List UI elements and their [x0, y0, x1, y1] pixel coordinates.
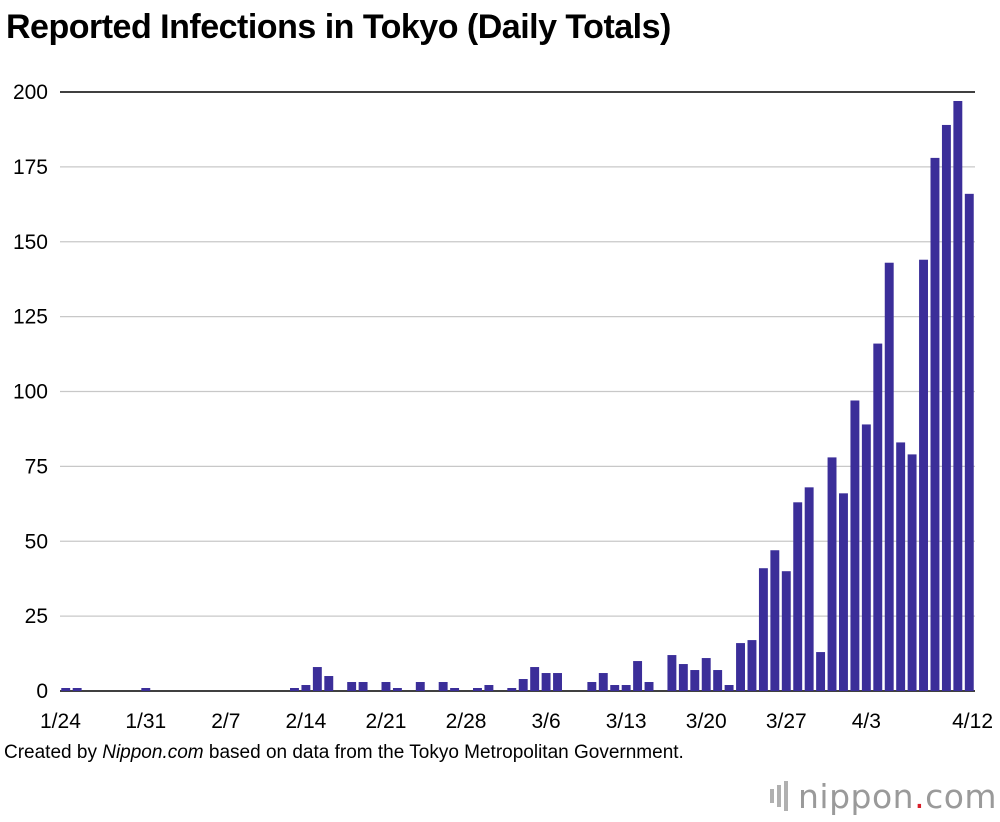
logo-bars-icon [770, 781, 788, 811]
x-tick-label: 1/24 [40, 710, 81, 733]
y-tick-label: 75 [25, 455, 48, 478]
bar [896, 442, 906, 691]
bar [347, 682, 357, 691]
bar [484, 685, 494, 691]
bar [884, 262, 894, 691]
logo-dot: . [914, 776, 926, 816]
bar [827, 457, 837, 691]
bar [793, 502, 803, 691]
bar [816, 652, 826, 691]
bar [701, 658, 711, 691]
bar [312, 667, 322, 691]
y-tick-label: 50 [25, 530, 48, 553]
x-tick-label: 3/6 [531, 710, 560, 733]
bar [713, 670, 723, 691]
logo-tld: com [925, 776, 998, 816]
bar [861, 424, 871, 691]
bar [518, 679, 528, 691]
bar [804, 487, 814, 691]
bar [473, 688, 482, 691]
bar [324, 676, 334, 691]
bar [450, 688, 460, 691]
bar [507, 688, 517, 691]
bar [633, 661, 643, 691]
source-name: Nippon.com [102, 742, 204, 763]
y-tick-label: 200 [13, 81, 48, 104]
x-tick-label: 2/14 [285, 710, 326, 733]
bar [301, 685, 311, 691]
chart-title: Reported Infections in Tokyo (Daily Tota… [6, 8, 671, 46]
bar [690, 670, 700, 691]
bar [839, 493, 848, 691]
nippon-logo: nippon. com [770, 776, 997, 816]
bar [290, 688, 299, 691]
x-tick-label: 2/28 [446, 710, 487, 733]
bar [907, 454, 917, 691]
bar [621, 685, 631, 691]
bar [953, 100, 963, 692]
bar [758, 568, 768, 691]
bar [381, 682, 391, 691]
x-tick-label: 3/27 [766, 710, 807, 733]
y-tick-label: 175 [13, 156, 48, 179]
bar [850, 400, 860, 691]
bar [392, 688, 402, 691]
bar [919, 259, 928, 691]
source-note: Created by Nippon.com based on data from… [4, 740, 764, 766]
x-tick-label: 1/31 [125, 710, 166, 733]
bar [930, 157, 940, 691]
x-tick-label: 2/21 [366, 710, 407, 733]
bar [61, 688, 71, 691]
bar [941, 124, 951, 691]
bar [541, 673, 551, 691]
bar [358, 682, 368, 691]
bar [553, 673, 562, 691]
bar [72, 688, 82, 691]
bar [530, 667, 540, 691]
bar [964, 193, 974, 691]
logo-name: nippon [798, 776, 915, 816]
x-tick-label: 4/3 [852, 710, 881, 733]
x-tick-label: 3/20 [686, 710, 727, 733]
bar [781, 571, 791, 691]
y-tick-label: 0 [36, 680, 48, 703]
x-tick-label: 2/7 [211, 710, 240, 733]
x-tick-label: 3/13 [606, 710, 647, 733]
source-note-suffix: based on data from the Tokyo Metropolita… [203, 742, 684, 763]
bar-chart: 0 25 50 75 100 125 150 175 200 1/24 1/31 2/7 2/14 2/… [13, 81, 993, 733]
bar-series [61, 100, 974, 692]
bar [770, 550, 780, 691]
bar [736, 643, 745, 691]
bar [873, 343, 883, 691]
bar [678, 664, 688, 691]
x-axis-ticks: 1/24 1/31 2/7 2/14 2/21 2/28 3/6 3/13 3/20 3/27 4/… [40, 710, 993, 733]
bar [141, 688, 151, 691]
y-axis-ticks: 0 25 50 75 100 125 150 175 200 [13, 81, 48, 703]
bar [724, 685, 734, 691]
bar [747, 640, 757, 691]
y-tick-label: 125 [13, 306, 48, 329]
y-tick-label: 25 [25, 605, 48, 628]
source-note-prefix: Created by [4, 742, 103, 763]
y-tick-label: 100 [13, 381, 48, 404]
gridlines [60, 91, 975, 692]
x-tick-label: 4/12 [952, 710, 993, 733]
y-tick-label: 150 [13, 231, 48, 254]
bar [667, 655, 677, 691]
bar [610, 685, 620, 691]
bar [644, 682, 654, 691]
bar [587, 682, 597, 691]
bar [598, 673, 608, 691]
bar [415, 682, 425, 691]
bar [438, 682, 448, 691]
